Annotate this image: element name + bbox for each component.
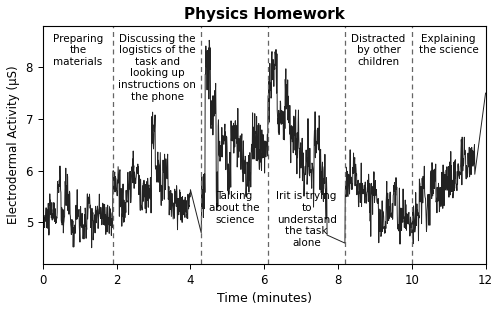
Text: Distracted
by other
children: Distracted by other children <box>352 34 406 67</box>
Text: Talking
about the
science: Talking about the science <box>210 191 260 225</box>
Text: Preparing
the
materials: Preparing the materials <box>52 34 103 67</box>
X-axis label: Time (minutes): Time (minutes) <box>216 292 312 305</box>
Text: Discussing the
logistics of the
task and
looking up
instructions on
the phone: Discussing the logistics of the task and… <box>118 34 196 102</box>
Text: Irit is trying
to
understand
the task
alone: Irit is trying to understand the task al… <box>276 191 337 248</box>
Title: Physics Homework: Physics Homework <box>184 7 344 22</box>
Y-axis label: Electrodermal Activity (μS): Electrodermal Activity (μS) <box>7 66 20 224</box>
Text: Explaining
the science: Explaining the science <box>419 34 478 55</box>
